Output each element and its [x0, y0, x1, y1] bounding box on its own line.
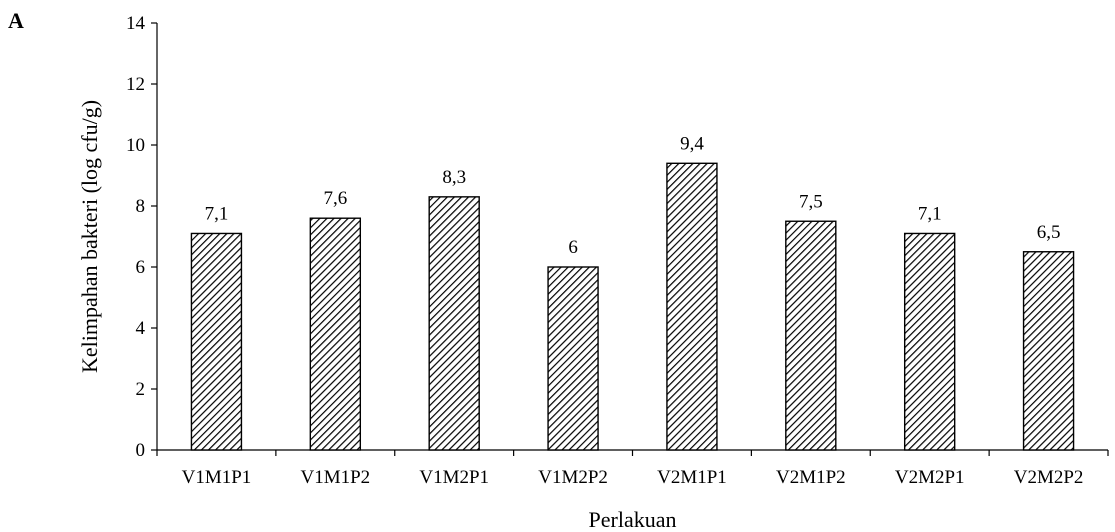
bar	[309, 217, 362, 451]
x-tick-label: V2M1P1	[657, 467, 727, 488]
data-labels: 7,1 7,6 8,3 6 9,4 7,5 7,1 6,5	[205, 133, 1061, 258]
y-tick-label: 12	[126, 74, 145, 95]
y-tick-label: 4	[136, 318, 146, 339]
bar-value-label: 9,4	[680, 133, 704, 154]
bar-value-label: 6,5	[1037, 222, 1061, 243]
bar-value-label: 8,3	[442, 167, 466, 188]
x-axis-title: Perlakuan	[589, 507, 677, 532]
x-tick-label: V2M2P1	[895, 467, 965, 488]
bar-value-label: 7,6	[323, 188, 347, 209]
y-tick-label: 2	[136, 379, 146, 400]
bar	[190, 232, 243, 451]
y-axis: 0 2 4 6 8 10 12 14	[126, 13, 158, 461]
y-tick-label: 8	[136, 196, 146, 217]
y-tick-label: 10	[126, 135, 145, 156]
x-tick-label: V2M2P2	[1014, 467, 1084, 488]
bar	[903, 232, 956, 451]
bar-value-label: 7,5	[799, 191, 823, 212]
panel-label: A	[8, 8, 24, 33]
y-tick-label: 6	[136, 257, 146, 278]
bar	[428, 196, 480, 451]
bar-value-label: 6	[568, 237, 578, 258]
y-axis-title: Kelimpahan bakteri (log cfu/g)	[77, 100, 102, 373]
y-tick-label: 14	[126, 13, 146, 34]
bar-value-label: 7,1	[205, 203, 229, 224]
x-tick-label: V1M2P2	[538, 467, 608, 488]
x-tick-label: V1M1P2	[300, 467, 370, 488]
bar-value-label: 7,1	[918, 203, 942, 224]
x-axis: V1M1P1 V1M1P2 V1M2P1 V1M2P2 V2M1P1 V2M1P2 V2M2…	[156, 449, 1109, 488]
bars	[190, 162, 1075, 451]
bar	[1022, 251, 1075, 451]
y-tick-label: 0	[136, 440, 146, 461]
bar	[547, 266, 599, 451]
x-tick-label: V1M2P1	[419, 467, 489, 488]
bar	[666, 162, 718, 451]
bar	[785, 220, 837, 451]
x-tick-label: V2M1P2	[776, 467, 846, 488]
x-tick-label: V1M1P1	[182, 467, 252, 488]
